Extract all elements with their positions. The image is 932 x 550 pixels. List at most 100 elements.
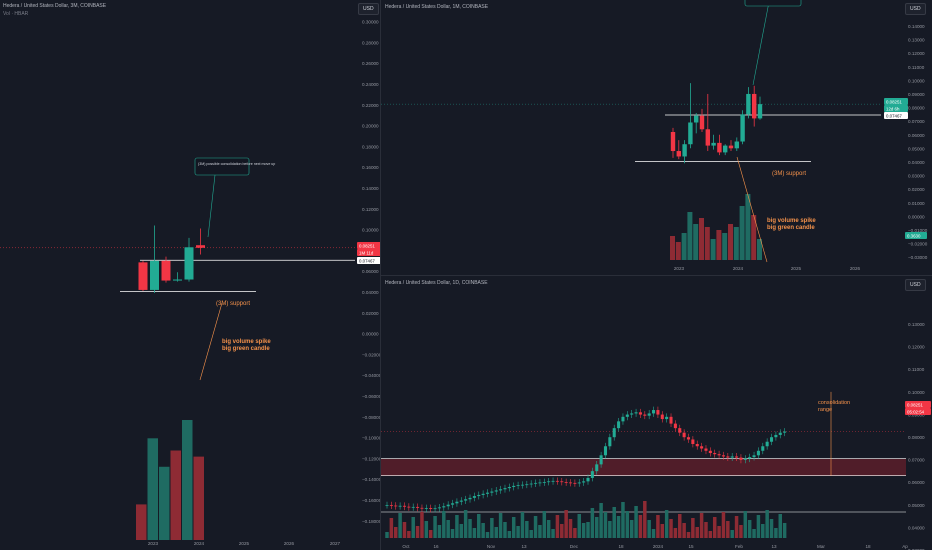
volume-bar — [660, 524, 665, 538]
time-tick: Mar — [817, 544, 825, 549]
volume-bar — [745, 194, 751, 260]
volume-bar — [442, 511, 446, 538]
volume-bar — [699, 513, 704, 538]
volume-bar — [612, 507, 616, 538]
volume-bar — [757, 239, 762, 260]
time-tick: 2024 — [194, 541, 205, 546]
volume-bar — [411, 517, 415, 538]
candle — [752, 455, 756, 458]
callout-pointer — [207, 174, 216, 238]
volume-bar — [608, 521, 612, 538]
volume-bar — [739, 206, 745, 260]
candle — [752, 93, 757, 119]
candle — [686, 437, 691, 440]
chart-title: Hedera / United States Dollar, 3M, COINB… — [3, 3, 107, 9]
time-tick: 2024 — [733, 266, 744, 271]
candle — [608, 437, 612, 447]
volume-bar — [739, 525, 743, 538]
chart-panel-1m[interactable]: Hedera / United States Dollar, 1M, COINB… — [381, 0, 932, 276]
candle — [705, 129, 710, 146]
candle — [485, 492, 490, 494]
chart-canvas[interactable]: 0.30000 0.28000 0.26000 0.24000 0.22000 0.200… — [0, 0, 380, 550]
candle — [442, 506, 446, 508]
callout-pointer — [752, 1, 770, 86]
candle — [740, 114, 745, 142]
candle — [416, 506, 420, 508]
chart-panel-1d[interactable]: Hedera / United States Dollar, 1D, COINB… — [381, 276, 932, 550]
price-tick: 0.01000 — [908, 201, 925, 206]
candle — [634, 412, 638, 414]
volume-bar — [433, 516, 437, 538]
price-tick: 0.22000 — [362, 103, 379, 108]
volume-bar — [507, 531, 512, 538]
candle — [678, 428, 682, 433]
candle — [398, 505, 402, 507]
candle — [691, 439, 695, 444]
volume-bar — [704, 522, 708, 538]
volume-bar — [710, 239, 716, 260]
candle — [516, 485, 520, 486]
volume-bar — [555, 515, 560, 538]
price-tick: 0.18000 — [362, 144, 379, 149]
candle — [547, 481, 551, 483]
volume-bar — [675, 242, 681, 260]
price-tick: 0.14000 — [908, 24, 925, 29]
time-tick: 2023 — [674, 266, 685, 271]
volume-bar — [695, 527, 699, 538]
chart-canvas[interactable]: 0.130000.120000.110000.100000.090000.080… — [381, 276, 932, 550]
volume-bar — [542, 511, 547, 538]
chart-canvas[interactable]: 0.14000 0.13000 0.12000 0.11000 0.10000 0.090… — [381, 0, 932, 275]
candle — [774, 434, 778, 438]
range-label: range — [818, 407, 832, 413]
volume-bar — [681, 233, 687, 260]
currency-button[interactable]: USD — [905, 3, 926, 15]
volume-bar — [546, 520, 551, 538]
price-tick: 0.26000 — [362, 61, 379, 66]
time-tick: Feb — [735, 544, 743, 549]
candle — [573, 482, 577, 484]
chart-panel-3m[interactable]: Hedera / United States Dollar, 3M, COINB… — [0, 0, 381, 550]
volume-bar — [629, 520, 634, 538]
candle — [161, 260, 171, 281]
volume-bar — [678, 514, 682, 538]
candle — [717, 142, 722, 153]
candle — [477, 494, 481, 497]
price-tick: −0.08000 — [362, 415, 380, 420]
candle — [717, 454, 721, 456]
price-tick: −0.01000 — [908, 228, 928, 233]
volume-bar — [664, 510, 669, 538]
volume-note: big volume spike — [767, 218, 816, 224]
volume-note: big green candle — [222, 346, 270, 352]
candle — [595, 464, 599, 472]
candle — [699, 115, 705, 130]
candle — [394, 505, 398, 507]
price-tag-level-bg — [357, 257, 380, 264]
candle — [743, 458, 747, 460]
volume-bar — [586, 522, 590, 538]
volume-bar — [568, 519, 573, 538]
candle — [468, 497, 472, 500]
time-tick: 16 — [433, 544, 439, 549]
candle — [464, 499, 468, 501]
currency-button[interactable]: USD — [905, 279, 926, 291]
price-tick: 0.16000 — [362, 165, 379, 170]
candle — [564, 482, 568, 483]
currency-button[interactable]: USD — [358, 3, 379, 15]
volume-bar — [747, 520, 752, 538]
candle — [411, 506, 415, 508]
candle — [665, 416, 669, 420]
candle — [138, 262, 148, 290]
time-tick: 18 — [865, 544, 871, 549]
volume-bar — [687, 212, 693, 260]
volume-bar — [616, 516, 621, 538]
candle — [150, 260, 159, 290]
price-tick: −0.10000 — [362, 436, 380, 441]
volume-bar — [603, 512, 608, 538]
volume-bar — [708, 531, 713, 538]
candle — [560, 481, 564, 483]
price-tick: 0.00000 — [362, 332, 379, 337]
time-tick: 2025 — [791, 266, 802, 271]
volume-bar — [752, 529, 756, 538]
volume-bar — [525, 521, 529, 538]
candle — [459, 500, 463, 502]
